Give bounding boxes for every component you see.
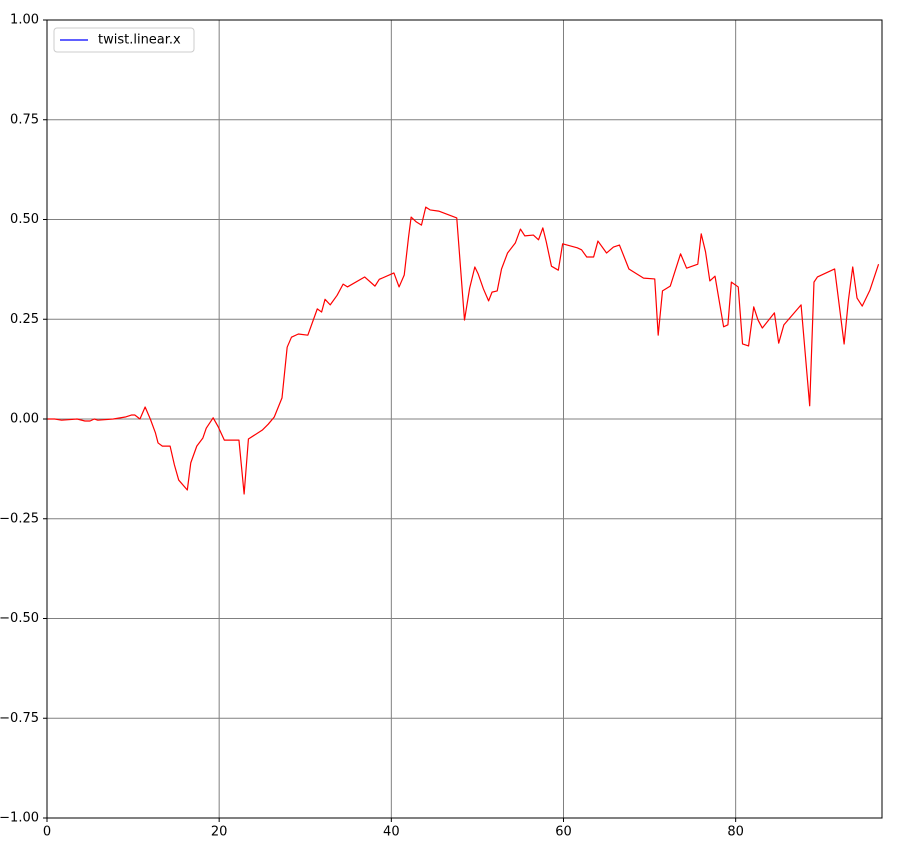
y-tick-label: −0.25 xyxy=(0,511,39,526)
y-tick-label: 1.00 xyxy=(10,13,39,28)
y-tick-label: 0.00 xyxy=(10,412,39,427)
y-tick-label: 0.25 xyxy=(10,312,39,327)
x-tick-label: 40 xyxy=(383,825,400,840)
y-tick-label: −0.75 xyxy=(0,711,39,726)
plot-frame xyxy=(46,19,883,819)
x-tick-label: 60 xyxy=(555,825,572,840)
y-tick-label: 0.50 xyxy=(10,212,39,227)
x-tick-label: 80 xyxy=(727,825,744,840)
x-tick-label: 20 xyxy=(211,825,228,840)
data-line xyxy=(47,206,880,495)
x-tick-label: 0 xyxy=(43,825,51,840)
legend: twist.linear.x xyxy=(53,27,195,53)
y-tick-label: 0.75 xyxy=(10,112,39,127)
y-tick-label: −0.50 xyxy=(0,611,39,626)
legend-label: twist.linear.x xyxy=(98,33,181,48)
y-tick-label: −1.00 xyxy=(0,811,39,826)
legend-box xyxy=(53,27,195,53)
